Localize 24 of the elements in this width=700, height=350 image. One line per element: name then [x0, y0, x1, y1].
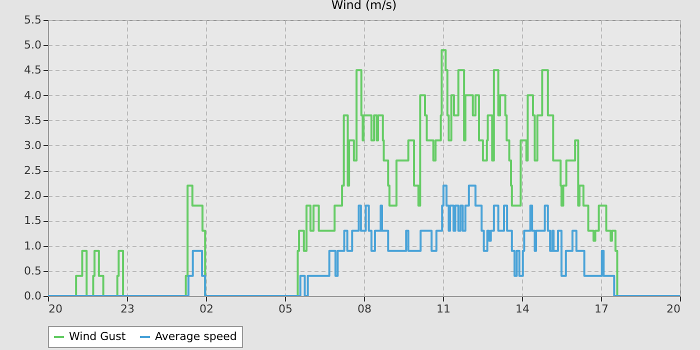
y-tick-label: 1.0 [24, 239, 42, 252]
legend-label: Wind Gust [69, 330, 126, 343]
x-tick-label: 08 [358, 302, 372, 316]
y-tick-label: 4.5 [24, 64, 42, 77]
x-tick-label: 14 [516, 302, 530, 316]
x-tick-label: 02 [200, 302, 214, 316]
y-tick-label: 3.0 [24, 138, 42, 152]
y-tick-label: 3.5 [24, 114, 42, 127]
y-tick-label: 0.0 [24, 290, 42, 302]
x-tick-label: 20 [666, 302, 680, 316]
y-tick-label: 2.5 [24, 164, 42, 178]
y-tick-label: 5.5 [24, 14, 42, 26]
x-tick-label: 17 [594, 302, 608, 316]
x-tick-label: 23 [120, 302, 134, 316]
x-tick-label: 20 [48, 302, 62, 316]
x-tick-label: 11 [436, 302, 450, 316]
x-tick-label: 05 [278, 302, 292, 316]
y-tick-label: 1.5 [24, 214, 42, 228]
legend-label: Average speed [155, 330, 237, 343]
y-tick-label: 5.0 [24, 38, 42, 52]
y-tick-label: 0.5 [24, 264, 42, 278]
y-tick-label: 4.0 [24, 88, 42, 102]
chart-title: Wind (m/s) [331, 0, 397, 12]
y-tick-label: 2.0 [24, 189, 42, 202]
